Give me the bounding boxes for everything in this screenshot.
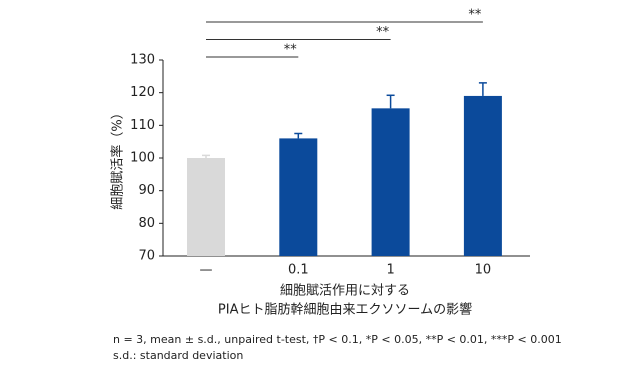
x-axis-label: 細胞賦活作用に対する: [280, 284, 410, 299]
bar: [279, 138, 318, 256]
bar: [187, 158, 225, 256]
significance-label: **: [284, 43, 298, 58]
y-tick-label: 120: [130, 85, 155, 100]
bar: [463, 95, 502, 256]
y-tick-label: 100: [130, 151, 155, 166]
x-tick-label: 10: [475, 263, 492, 278]
x-tick-label: 1: [386, 263, 394, 278]
x-tick-label: 0.1: [288, 263, 309, 278]
x-tick-label: —: [200, 263, 213, 278]
y-tick-label: 130: [130, 53, 155, 68]
footnote: s.d.: standard deviation: [113, 349, 243, 362]
bar: [371, 108, 410, 256]
y-axis-label: 細胞賦活率（%）: [110, 106, 126, 209]
significance-label: **: [376, 25, 390, 40]
significance-label: **: [468, 8, 482, 23]
y-tick-label: 110: [130, 118, 155, 133]
y-tick-label: 80: [138, 216, 155, 231]
x-axis-label: PIAヒト脂肪幹細胞由来エクソソームの影響: [218, 302, 472, 318]
y-tick-label: 70: [138, 249, 155, 264]
y-tick-label: 90: [138, 183, 155, 198]
footnote: n = 3, mean ± s.d., unpaired t-test, †P …: [113, 333, 562, 346]
